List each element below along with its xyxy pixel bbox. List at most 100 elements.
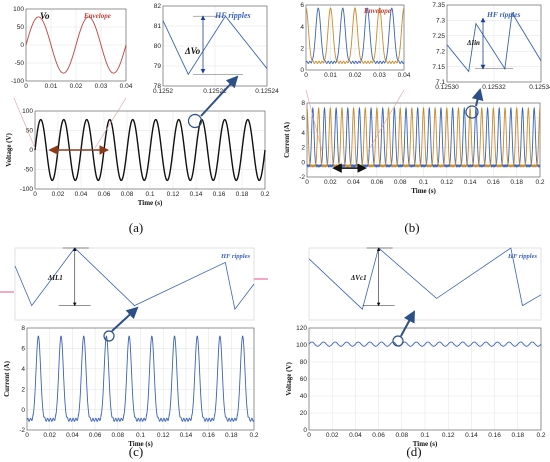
x-tick-label: 0.04: [349, 432, 362, 439]
x-tick-label: 0.02: [324, 179, 337, 186]
panel-b-current-chart: 0 0.02 0.04 0.06 0.08 0.1 0.12 0.14 0.16 0.18 0.2 -…: [283, 100, 545, 195]
panel-d-zoom-circle: [392, 335, 404, 347]
x-tick-label: 0.04: [398, 72, 411, 79]
x-axis-label: Time (s): [128, 440, 153, 448]
x-tick-label: 0.12524: [255, 88, 279, 95]
y-tick-label: 0: [29, 147, 33, 154]
legend-vo: Vo: [40, 11, 50, 21]
y-tick-label: 8: [21, 325, 25, 332]
y-tick-label: -2: [299, 174, 305, 181]
x-tick-label: 0.02: [52, 191, 65, 198]
x-tick-label: 0.08: [121, 191, 134, 198]
panel-d-voltage-chart: 0 0.02 0.04 0.06 0.08 0.1 0.12 0.14 0.16 0.18 0.2 0…: [285, 325, 546, 448]
x-tick-label: 0.02: [70, 83, 83, 90]
x-tick-label: 0.2: [260, 191, 269, 198]
x-axis-label: Time (s): [138, 199, 163, 207]
y-tick-label: 100: [296, 342, 307, 349]
plot-frame: [308, 327, 542, 431]
x-tick-label: 0.12534: [529, 84, 550, 91]
y-tick-label: 7.25: [432, 33, 445, 40]
x-tick-label: 0.03: [95, 83, 108, 90]
x-tick-label: 0.02: [43, 432, 56, 439]
y-tick-label: 4: [300, 24, 304, 31]
x-tick-label: 0.04: [66, 432, 79, 439]
y-tick-label: 0: [300, 67, 304, 74]
x-tick-label: 0.01: [324, 72, 337, 79]
y-tick-label: 6: [21, 346, 25, 353]
y-tick-label: 4: [301, 130, 305, 137]
y-tick-label: 2: [300, 46, 304, 53]
y-tick-label: -50: [24, 167, 34, 174]
panel-a-zoom-line-right: [94, 97, 127, 149]
delta-label: ΔVc1: [350, 274, 367, 282]
x-tick-label: 0.12: [440, 179, 453, 186]
x-tick-label: 0.1: [145, 191, 154, 198]
plot-frame: [446, 4, 542, 83]
panel-b-zoom-arrow: [471, 88, 484, 107]
x-tick-label: 0.18: [225, 432, 238, 439]
x-tick-label: 0.16: [202, 432, 215, 439]
plot-frame: [162, 5, 268, 87]
y-tick-label: 7.3: [436, 18, 445, 25]
x-tick-label: 0.18: [236, 191, 249, 198]
series-line: [162, 15, 268, 76]
y-tick-label: 81: [154, 23, 162, 30]
x-tick-label: 0.1: [136, 432, 145, 439]
x-tick-label: 0.06: [89, 432, 102, 439]
x-tick-label: 0: [25, 432, 29, 439]
x-tick-label: 0.03: [373, 72, 386, 79]
x-tick-label: 0.14: [180, 432, 193, 439]
y-tick-label: 8: [301, 100, 305, 107]
x-tick-label: 0: [33, 191, 37, 198]
x-tick-label: 0.2: [535, 179, 544, 186]
hf-ripples-label: HF ripples: [507, 253, 537, 260]
y-tick-label: 60: [300, 376, 308, 383]
y-tick-label: 0: [21, 407, 25, 414]
x-tick-label: 0.06: [372, 432, 385, 439]
y-tick-label: 120: [296, 325, 307, 332]
series-line: [25, 16, 127, 74]
legend-envelope: Envelope: [363, 7, 391, 15]
x-tick-label: 0.12532: [482, 84, 506, 91]
x-tick-label: 0.16: [488, 432, 501, 439]
x-tick-label: 0.14: [190, 191, 203, 198]
x-tick-label: 0.1: [420, 432, 429, 439]
hf-ripples-label: HF ripples: [214, 11, 251, 20]
series-line: [305, 7, 405, 65]
series-line: [306, 106, 541, 168]
y-tick-label: 7.2: [436, 48, 445, 55]
panel-d-label: (d): [406, 444, 421, 459]
y-tick-label: 80: [300, 359, 308, 366]
y-axis-label: Voltage (V): [5, 132, 13, 166]
series-line: [446, 11, 542, 73]
y-tick-label: 100: [13, 6, 24, 13]
panel-a-ripple-inset: 0.1252 0.12522 0.12524 78 79 80 81 82 HF ripples…: [153, 3, 279, 95]
y-tick-label: 6: [300, 2, 304, 9]
panel-c-current-chart: 0 0.02 0.04 0.06 0.08 0.1 0.12 0.14 0.16 0.18 0.2 -…: [3, 325, 259, 448]
y-axis-label: Voltage (V): [285, 361, 293, 395]
x-tick-label: 0.18: [511, 432, 524, 439]
y-tick-label: 7.35: [432, 2, 445, 9]
x-tick-label: 0.01: [45, 83, 58, 90]
x-tick-label: 0.06: [98, 191, 111, 198]
panel-d-ripple-inset: HF ripples ΔVc1: [308, 247, 542, 321]
hf-ripples-label: HF ripples: [486, 10, 520, 19]
panel-a-zoom-circle: [187, 113, 203, 129]
panel-b-zoom-circle: [465, 105, 479, 119]
panel-a-voltage-chart: 0 0.02 0.04 0.06 0.08 0.1 0.12 0.14 0.16 0.18 0.2 -…: [5, 108, 270, 207]
series-line: [308, 247, 542, 310]
x-tick-label: 0.2: [536, 432, 545, 439]
x-tick-label: 0.08: [395, 432, 408, 439]
x-axis-label: Time (s): [411, 187, 436, 195]
y-tick-label: 2: [21, 386, 25, 393]
y-tick-label: 0: [301, 159, 305, 166]
x-tick-label: 0.02: [326, 432, 339, 439]
x-tick-label: 0: [307, 432, 311, 439]
y-tick-label: 6: [301, 115, 305, 122]
panel-b-ripple-inset: 0.12530 0.12532 0.12534 7.1 7.15 7.2 7.25 7.3 7.…: [432, 2, 550, 91]
panel-b-label: (b): [404, 220, 419, 235]
panel-b-zoom-line-right: [367, 89, 405, 152]
y-tick-label: 100: [22, 108, 33, 115]
y-tick-label: 7.1: [436, 79, 445, 86]
x-tick-label: 0.1: [419, 179, 428, 186]
